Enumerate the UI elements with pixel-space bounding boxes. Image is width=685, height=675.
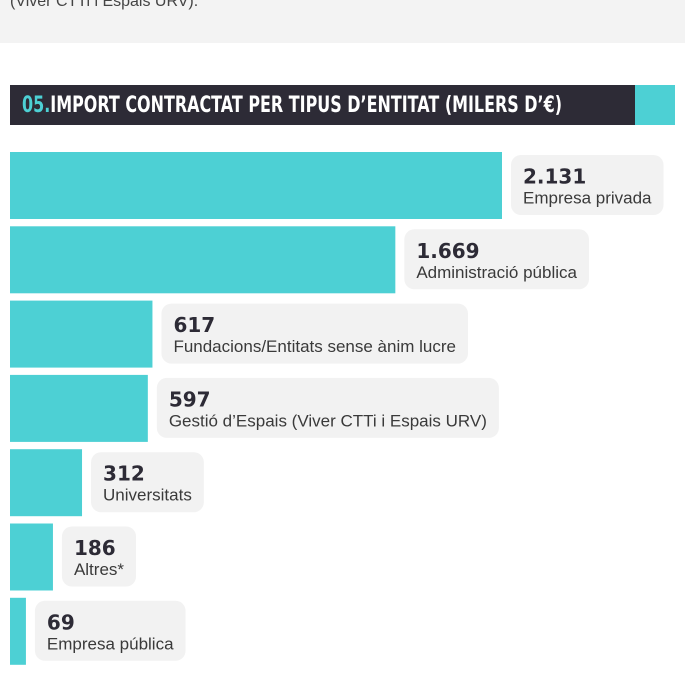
category-label: Universitats xyxy=(103,486,192,505)
value-label: 2.131 xyxy=(523,165,586,189)
intro-panel xyxy=(0,0,685,43)
title-text: IMPORT CONTRACTAT PER TIPUS D’ENTITAT (M… xyxy=(50,93,562,118)
intro-text: (Viver CTTi i Espais URV). xyxy=(10,0,198,10)
label-box xyxy=(404,229,589,290)
category-label: Empresa privada xyxy=(523,188,652,207)
category-label: Fundacions/Entitats sense ànim lucre xyxy=(173,337,456,356)
label-box xyxy=(161,303,468,364)
bar xyxy=(10,374,148,442)
value-label: 69 xyxy=(47,610,75,634)
label-box xyxy=(34,600,186,661)
value-label: 597 xyxy=(169,387,211,411)
value-label: 186 xyxy=(74,536,116,560)
bar xyxy=(10,300,153,368)
title-accent xyxy=(635,85,675,125)
label-box xyxy=(91,452,204,513)
chart-title: 05.IMPORT CONTRACTAT PER TIPUS D’ENTITAT… xyxy=(22,93,562,118)
label-box xyxy=(156,377,499,438)
bar xyxy=(10,523,53,591)
value-label: 312 xyxy=(103,462,145,486)
value-label: 1.669 xyxy=(416,239,479,263)
bar xyxy=(10,449,83,517)
bar xyxy=(10,152,502,219)
category-label: Altres* xyxy=(74,560,124,579)
section-number: 05. xyxy=(22,93,50,118)
title-bar xyxy=(10,85,635,125)
label-box xyxy=(511,155,664,215)
category-label: Empresa pública xyxy=(47,634,174,653)
category-label: Gestió d’Espais (Viver CTTi i Espais URV… xyxy=(169,411,487,430)
bar xyxy=(10,597,26,665)
label-box xyxy=(61,526,137,587)
value-label: 617 xyxy=(173,313,215,337)
category-label: Administració pública xyxy=(416,263,577,282)
bar xyxy=(10,226,396,294)
